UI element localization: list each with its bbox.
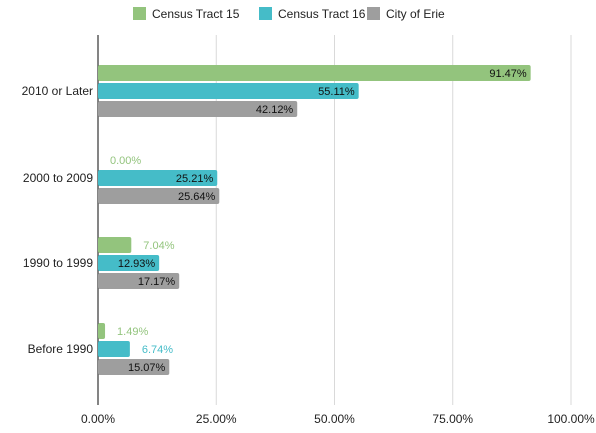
- data-label: 42.12%: [256, 104, 294, 116]
- legend-label: Census Tract 16: [278, 7, 366, 21]
- bar: [98, 188, 220, 204]
- data-label: 7.04%: [143, 240, 174, 252]
- category-label: 1990 to 1999: [23, 256, 93, 270]
- data-label: 25.64%: [178, 191, 216, 203]
- data-label: 55.11%: [318, 86, 355, 98]
- data-label: 91.47%: [489, 68, 527, 80]
- data-label: 17.17%: [138, 276, 176, 288]
- bar: [98, 170, 218, 186]
- data-label: 12.93%: [118, 258, 156, 270]
- data-label: 15.07%: [128, 362, 166, 374]
- x-tick-label: 50.00%: [314, 412, 355, 426]
- bar: [98, 255, 160, 271]
- data-label: 1.49%: [117, 326, 148, 338]
- bar: [98, 83, 359, 99]
- x-tick-label: 100.00%: [547, 412, 595, 426]
- bar: [98, 237, 132, 253]
- x-tick-label: 75.00%: [432, 412, 473, 426]
- data-label: 0.00%: [110, 155, 141, 167]
- data-label: 6.74%: [142, 344, 173, 356]
- legend-label: City of Erie: [386, 7, 445, 21]
- bar: [98, 359, 170, 375]
- legend-swatch: [367, 7, 380, 20]
- legend-label: Census Tract 15: [152, 7, 240, 21]
- data-label: 25.21%: [176, 173, 214, 185]
- bar: [98, 101, 298, 117]
- bar: [98, 273, 180, 289]
- x-tick-label: 0.00%: [81, 412, 115, 426]
- legend-swatch: [133, 7, 146, 20]
- bar: [98, 341, 130, 357]
- legend-swatch: [259, 7, 272, 20]
- bar: [98, 65, 531, 81]
- x-tick-label: 25.00%: [196, 412, 237, 426]
- category-label: 2000 to 2009: [23, 171, 93, 185]
- bar: [98, 323, 106, 339]
- category-label: 2010 or Later: [22, 84, 93, 98]
- category-label: Before 1990: [28, 342, 94, 356]
